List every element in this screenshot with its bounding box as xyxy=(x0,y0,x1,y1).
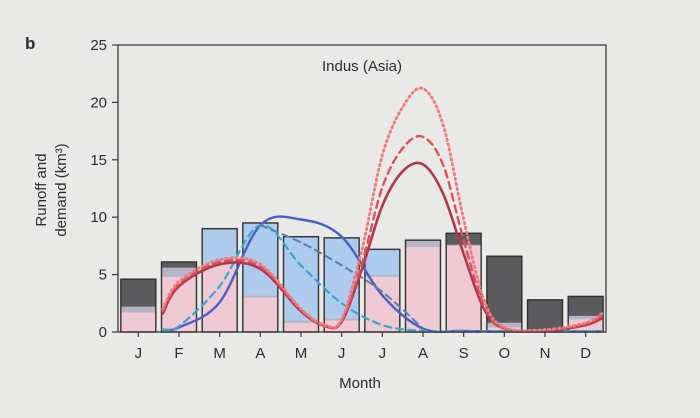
bar-segment xyxy=(405,247,441,332)
series-line-3 xyxy=(259,224,424,330)
chart-title: Indus (Asia) xyxy=(322,58,402,75)
bar-segment xyxy=(568,296,604,316)
x-tick-label: A xyxy=(418,345,428,362)
lines-layer xyxy=(161,86,604,333)
x-axis-label: Month xyxy=(339,375,381,392)
bar-segment xyxy=(446,244,482,246)
x-tick-label: J xyxy=(379,345,387,362)
bar-m-5 xyxy=(282,236,320,333)
y-tick-label: 10 xyxy=(90,209,107,226)
y-tick-label: 0 xyxy=(99,324,107,341)
bar-segment xyxy=(202,264,238,332)
x-tick-label: S xyxy=(459,345,469,362)
bar-segment xyxy=(161,267,197,277)
bar-segment xyxy=(120,279,156,307)
bar-segment xyxy=(161,261,197,268)
y-axis: 0 5 10 15 20 25 xyxy=(90,37,118,341)
bar-segment xyxy=(120,312,156,332)
x-tick-label: F xyxy=(174,345,183,362)
bar-segment xyxy=(364,276,400,332)
bar-segment xyxy=(405,240,441,248)
x-tick-label: M xyxy=(213,345,226,362)
y-tick-label: 15 xyxy=(90,152,107,169)
series-line-6 xyxy=(161,86,604,333)
bar-a-8 xyxy=(404,239,442,333)
x-tick-label: M xyxy=(295,345,308,362)
bar-n-11 xyxy=(526,299,564,333)
bar-segment xyxy=(364,274,400,277)
bar-segment xyxy=(120,306,156,313)
x-tick-label: J xyxy=(338,345,346,362)
bars-layer xyxy=(120,222,604,333)
plot-frame xyxy=(117,44,607,333)
bar-segment xyxy=(568,315,604,320)
bar-segment xyxy=(324,320,360,332)
y-axis-label-line1: Runoff and xyxy=(33,153,50,226)
bar-j-1 xyxy=(120,278,157,333)
y-axis-label-line2: demand (km³) xyxy=(53,143,70,236)
bar-segment xyxy=(283,322,319,332)
bar-j-7 xyxy=(364,248,401,333)
y-tick-label: 20 xyxy=(90,94,107,111)
y-tick-label: 5 xyxy=(99,267,107,284)
x-tick-label: O xyxy=(498,345,510,362)
bar-segment xyxy=(283,236,319,321)
bar-segment xyxy=(364,249,400,275)
x-tick-label: A xyxy=(255,345,265,362)
y-tick-label: 25 xyxy=(90,37,107,54)
y-axis-label: Runoff and demand (km³) xyxy=(33,143,70,236)
x-tick-label: D xyxy=(580,345,591,362)
x-tick-label: N xyxy=(540,345,551,362)
bar-segment xyxy=(446,233,482,245)
panel-label: b xyxy=(25,34,35,53)
x-tick-label: J xyxy=(135,345,143,362)
bar-segment xyxy=(527,299,563,330)
bar-m-3 xyxy=(201,227,238,333)
bar-segment xyxy=(283,320,319,323)
bar-segment xyxy=(242,295,278,298)
bar-segment xyxy=(486,322,522,328)
bar-segment xyxy=(486,256,522,323)
bar-segment xyxy=(242,297,278,332)
